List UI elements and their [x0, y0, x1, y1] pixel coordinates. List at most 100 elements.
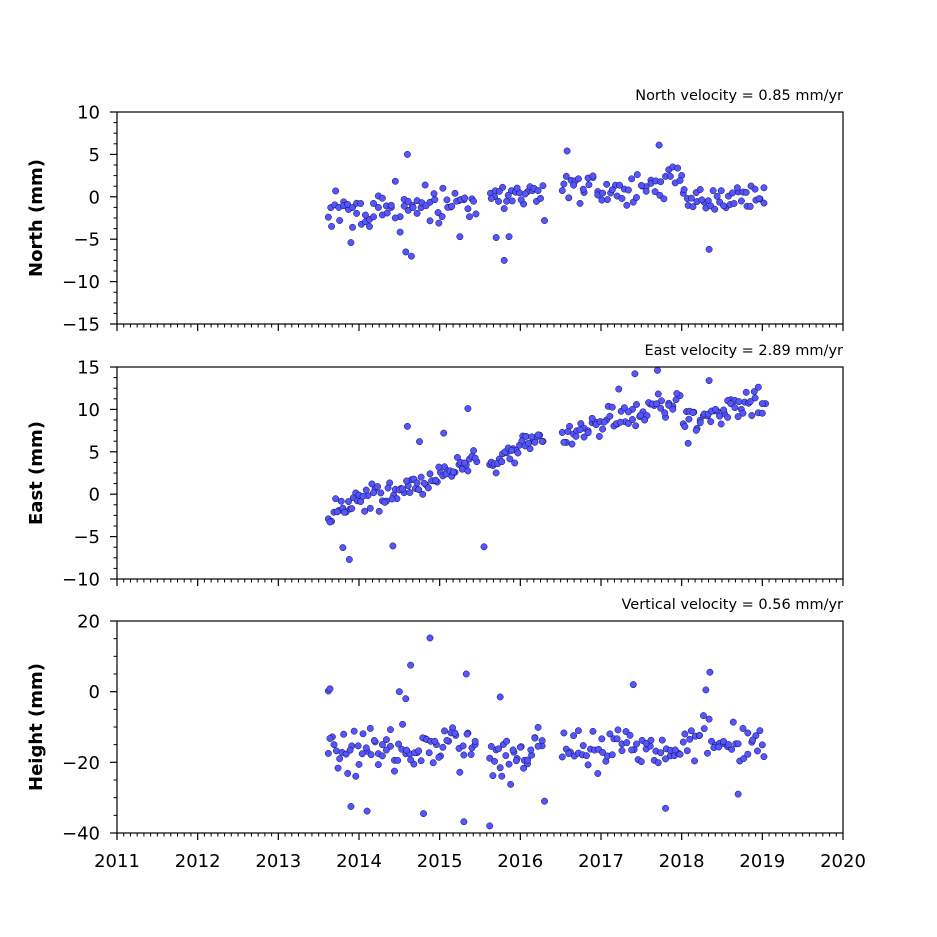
data-point — [324, 213, 332, 221]
data-point — [407, 756, 415, 764]
data-point — [655, 141, 663, 149]
data-point — [326, 735, 334, 742]
data-point — [512, 757, 520, 765]
data-point — [422, 202, 430, 210]
data-point — [441, 727, 448, 735]
data-point — [758, 409, 766, 417]
data-point — [505, 233, 513, 241]
data-point — [471, 737, 479, 745]
data-point — [695, 731, 703, 739]
data-point — [562, 172, 570, 180]
data-point — [431, 737, 439, 745]
data-point — [633, 401, 640, 408]
data-point — [518, 437, 526, 445]
data-point — [377, 489, 385, 497]
data-point — [674, 164, 682, 172]
data-point — [633, 194, 640, 201]
data-point — [707, 418, 715, 426]
data-point — [374, 761, 382, 769]
data-point — [332, 495, 340, 503]
east-points — [324, 366, 769, 563]
data-point — [735, 398, 743, 406]
data-point — [347, 803, 355, 810]
data-point — [725, 741, 732, 748]
data-point — [720, 737, 728, 745]
data-point — [421, 181, 429, 189]
data-point — [706, 668, 714, 676]
data-point — [349, 223, 356, 231]
data-point — [506, 455, 514, 463]
data-point — [368, 480, 376, 488]
data-point — [378, 194, 386, 202]
data-point — [330, 741, 338, 749]
data-point — [696, 419, 704, 427]
north-velocity-label: North velocity = 0.85 mm/yr — [635, 88, 843, 104]
data-point — [415, 486, 423, 494]
data-point — [558, 187, 566, 195]
data-point — [357, 200, 365, 207]
data-point — [391, 767, 398, 775]
data-point — [430, 190, 438, 198]
data-point — [439, 743, 447, 751]
data-point — [702, 686, 710, 694]
data-point — [464, 205, 472, 213]
data-point — [633, 740, 640, 748]
data-point — [402, 248, 410, 256]
data-point — [516, 743, 524, 751]
data-point — [492, 469, 500, 477]
data-point — [700, 712, 707, 720]
data-point — [661, 409, 669, 417]
data-point — [739, 725, 747, 732]
data-point — [687, 727, 695, 735]
data-point — [583, 752, 590, 760]
data-point — [370, 199, 377, 207]
north-ytick-label: −15 — [62, 315, 100, 336]
data-point — [396, 228, 404, 236]
data-point — [662, 755, 669, 763]
data-point — [623, 201, 631, 209]
east-y-ticks: 15 10 5 0 −5 −10 — [62, 358, 117, 591]
height-points — [324, 634, 768, 830]
data-point — [756, 727, 764, 735]
data-point — [599, 189, 607, 197]
data-point — [534, 723, 542, 731]
data-point — [608, 186, 616, 194]
data-point — [729, 718, 737, 726]
data-point — [328, 222, 335, 230]
data-point — [744, 750, 752, 758]
data-point — [734, 413, 742, 421]
height-ytick-label: 0 — [89, 682, 100, 703]
data-point — [367, 751, 375, 759]
data-point — [666, 172, 674, 180]
data-point — [419, 490, 427, 498]
data-point — [496, 764, 504, 772]
xtick-label: 2012 — [175, 851, 221, 872]
east-ytick-label: −10 — [62, 570, 100, 591]
data-point — [704, 749, 711, 757]
height-minor-ticks — [113, 638, 837, 837]
north-y-axis-label: North (mm) — [26, 159, 47, 277]
data-point — [345, 556, 353, 563]
data-point — [684, 439, 692, 447]
data-point — [662, 804, 669, 812]
north-ytick-label: −10 — [62, 272, 100, 293]
data-point — [420, 479, 428, 487]
data-point — [541, 797, 548, 805]
data-point — [599, 749, 607, 756]
data-point — [705, 245, 713, 253]
data-point — [361, 507, 369, 515]
data-point — [716, 412, 724, 420]
data-point — [466, 213, 473, 221]
data-point — [724, 413, 732, 421]
data-point — [588, 414, 596, 422]
data-point — [711, 205, 719, 213]
data-point — [660, 195, 668, 203]
data-point — [366, 724, 374, 732]
data-point — [362, 744, 370, 752]
data-point — [606, 412, 614, 420]
height-ytick-label: 20 — [77, 612, 100, 633]
height-ytick-label: −20 — [62, 753, 100, 774]
data-point — [358, 750, 366, 758]
east-velocity-label: East velocity = 2.89 mm/yr — [644, 343, 843, 359]
data-point — [632, 422, 640, 430]
